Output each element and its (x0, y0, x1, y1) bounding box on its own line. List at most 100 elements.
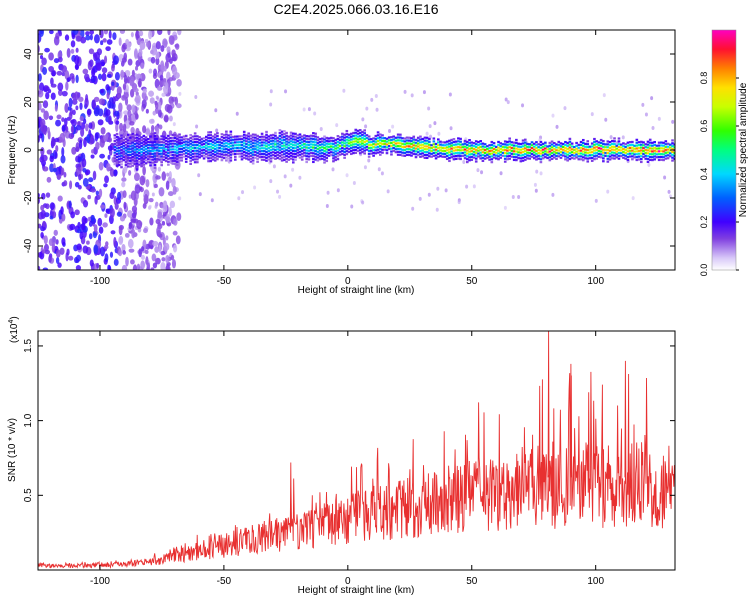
heatmap-band-cell (515, 147, 518, 150)
heatmap-noise-cell (108, 30, 112, 39)
heatmap-band-cell (318, 152, 322, 155)
heatmap-noise-cell (71, 146, 77, 155)
heatmap-band-cell (441, 152, 445, 155)
heatmap-band-cell (617, 140, 621, 143)
heatmap-band-cell (256, 143, 259, 146)
heatmap-band-cell (202, 145, 206, 149)
heatmap-noise-cell (113, 110, 120, 117)
heatmap-band-cell (432, 151, 436, 155)
heatmap-band-cell (207, 137, 210, 140)
heatmap-band-cell (149, 158, 152, 161)
heatmap-noise-cell (142, 88, 147, 94)
heatmap-band-cell (506, 146, 509, 149)
heatmap-band-cell (454, 154, 458, 158)
heatmap-band-cell (209, 139, 213, 143)
heatmap-band-cell (343, 153, 346, 156)
heatmap-noise-cell (138, 78, 142, 88)
heatmap-band-cell (285, 137, 288, 140)
heatmap-band-cell (370, 152, 373, 155)
heatmap-band-cell (153, 158, 157, 161)
heatmap-band-cell (314, 149, 317, 153)
heatmap-band-cell (481, 159, 485, 163)
heatmap-band-cell (468, 150, 471, 153)
heatmap-band-cell (568, 140, 572, 143)
heatmap-band-cell (323, 161, 326, 164)
heatmap-band-cell (602, 142, 605, 146)
heatmap-band-cell (135, 148, 139, 151)
heatmap-band-cell (539, 149, 543, 152)
heatmap-noise-cell (129, 78, 135, 86)
heatmap-noise-cell (107, 137, 113, 143)
heatmap-band-cell (283, 158, 286, 162)
heatmap-band-cell (544, 147, 547, 150)
heatmap-band-cell (503, 151, 507, 155)
heatmap-band-cell (597, 147, 601, 150)
heatmap-faint-cell (276, 189, 280, 194)
heatmap-band-cell (238, 152, 242, 155)
heatmap-noise-cell (161, 171, 167, 181)
heatmap-band-cell (477, 149, 480, 152)
heatmap-band-cell (260, 132, 264, 135)
colorbar: 0.00.20.40.60.8 Normalized spectral ampl… (699, 29, 749, 276)
heatmap-band-cell (164, 159, 168, 163)
heatmap-band-cell (483, 146, 487, 149)
heatmap-band-cell (492, 144, 496, 148)
heatmap-noise-cell (69, 223, 76, 231)
heatmap-band-cell (646, 140, 650, 143)
heatmap-faint-cell (319, 127, 323, 132)
heatmap-noise-cell (43, 243, 49, 252)
heatmap-band-cell (497, 152, 500, 155)
heatmap-band-cell (171, 154, 175, 157)
heatmap-noise-cell (127, 238, 134, 249)
heatmap-band-cell (653, 152, 656, 155)
heatmap-band-cell (120, 151, 123, 154)
heatmap-band-cell (588, 148, 592, 151)
heatmap-band-cell (325, 148, 329, 151)
heatmap-noise-cell (38, 89, 44, 98)
heatmap-band-cell (283, 150, 286, 153)
heatmap-faint-cell (411, 206, 415, 211)
heatmap-band-cell (526, 154, 529, 157)
heatmap-band-cell (131, 135, 134, 139)
heatmap-band-cell (171, 142, 175, 145)
heatmap-band-cell (189, 142, 192, 145)
heatmap-noise-cell (82, 177, 89, 187)
heatmap-band-cell (584, 157, 587, 160)
heatmap-band-cell (465, 160, 469, 164)
heatmap-band-cell (314, 152, 317, 155)
heatmap-band-cell (316, 156, 320, 159)
heatmap-band-cell (289, 148, 293, 152)
heatmap-band-cell (294, 144, 297, 147)
heatmap-band-cell (639, 143, 643, 146)
heatmap-noise-cell (135, 127, 140, 136)
heatmap-band-cell (149, 155, 152, 158)
heatmap-noise-cell (107, 154, 111, 160)
heatmap-band-cell (233, 158, 237, 161)
heatmap-band-cell (207, 134, 210, 137)
heatmap-noise-cell (130, 218, 137, 223)
heatmap-band-cell (314, 158, 317, 161)
heatmap-band-cell (626, 150, 630, 153)
heatmap-faint-cell (298, 175, 302, 180)
heatmap-band-cell (483, 157, 487, 160)
heatmap-band-cell (191, 146, 195, 150)
heatmap-band-cell (162, 144, 166, 147)
heatmap-band-cell (367, 141, 371, 144)
heatmap-band-cell (461, 149, 465, 152)
heatmap-band-cell (586, 160, 590, 163)
heatmap-band-cell (256, 152, 259, 155)
heatmap-band-cell (296, 142, 300, 146)
heatmap-band-cell (436, 155, 440, 158)
heatmap-band-cell (169, 151, 172, 154)
heatmap-band-cell (416, 139, 420, 142)
heatmap-band-cell (617, 151, 621, 155)
heatmap-band-cell (575, 156, 578, 159)
heatmap-band-cell (247, 138, 250, 141)
heatmap-band-cell (238, 155, 242, 158)
heatmap-band-cell (160, 143, 163, 147)
heatmap-band-cell (343, 133, 346, 136)
heatmap-band-cell (169, 154, 172, 157)
heatmap-band-cell (334, 156, 337, 159)
heatmap-band-cell (628, 152, 632, 155)
heatmap-band-cell (160, 149, 163, 152)
